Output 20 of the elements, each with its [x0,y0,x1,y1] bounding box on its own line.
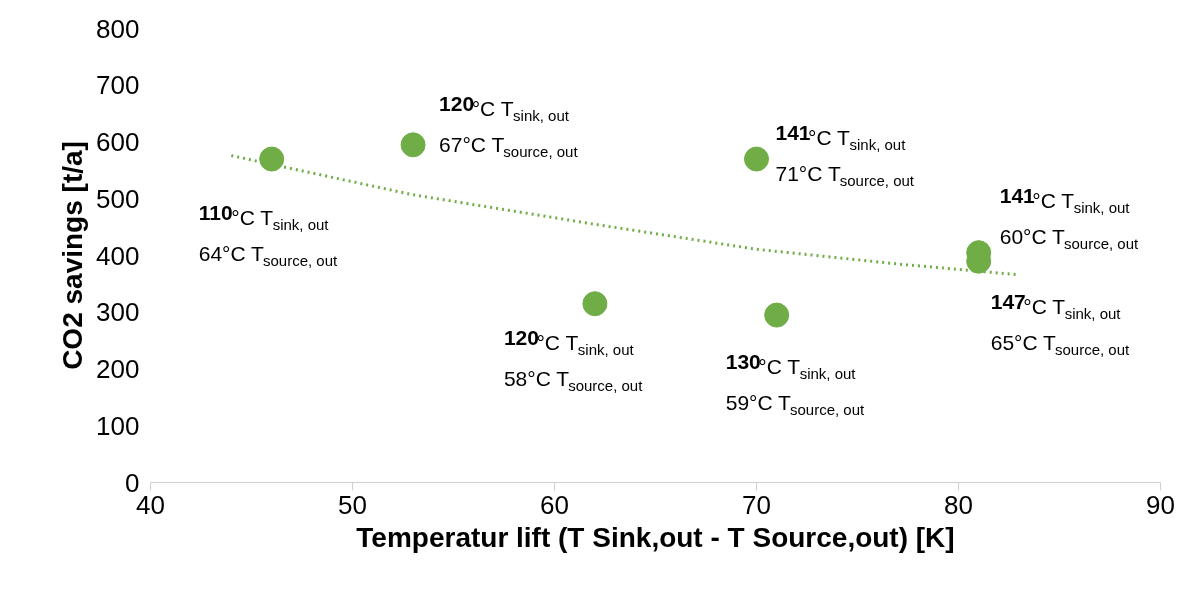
y-tick-label: 300 [96,297,140,328]
y-tick-label: 500 [96,183,140,214]
x-tick-label: 60 [540,489,569,520]
x-tick-label: 80 [944,489,973,520]
point [744,146,769,172]
y-tick-label: 600 [96,127,140,157]
x-tick-label: 50 [338,489,367,520]
x-tick-label: 90 [1146,489,1175,520]
point [764,302,790,328]
y-tick-label: 800 [96,13,140,44]
point [400,132,426,158]
y-tick-label: 100 [96,410,140,441]
point [259,146,285,172]
x-tick-label: 70 [742,489,771,520]
y-axis-title: CO2 savings [t/a] [57,141,89,370]
point [582,291,608,317]
x-axis-title: Temperatur lift (T Sink,out - T Source,out) [K] [356,521,955,553]
y-tick-label: 400 [96,240,140,271]
y-tick-label: 200 [96,354,140,384]
y-tick-label: 700 [96,70,140,101]
